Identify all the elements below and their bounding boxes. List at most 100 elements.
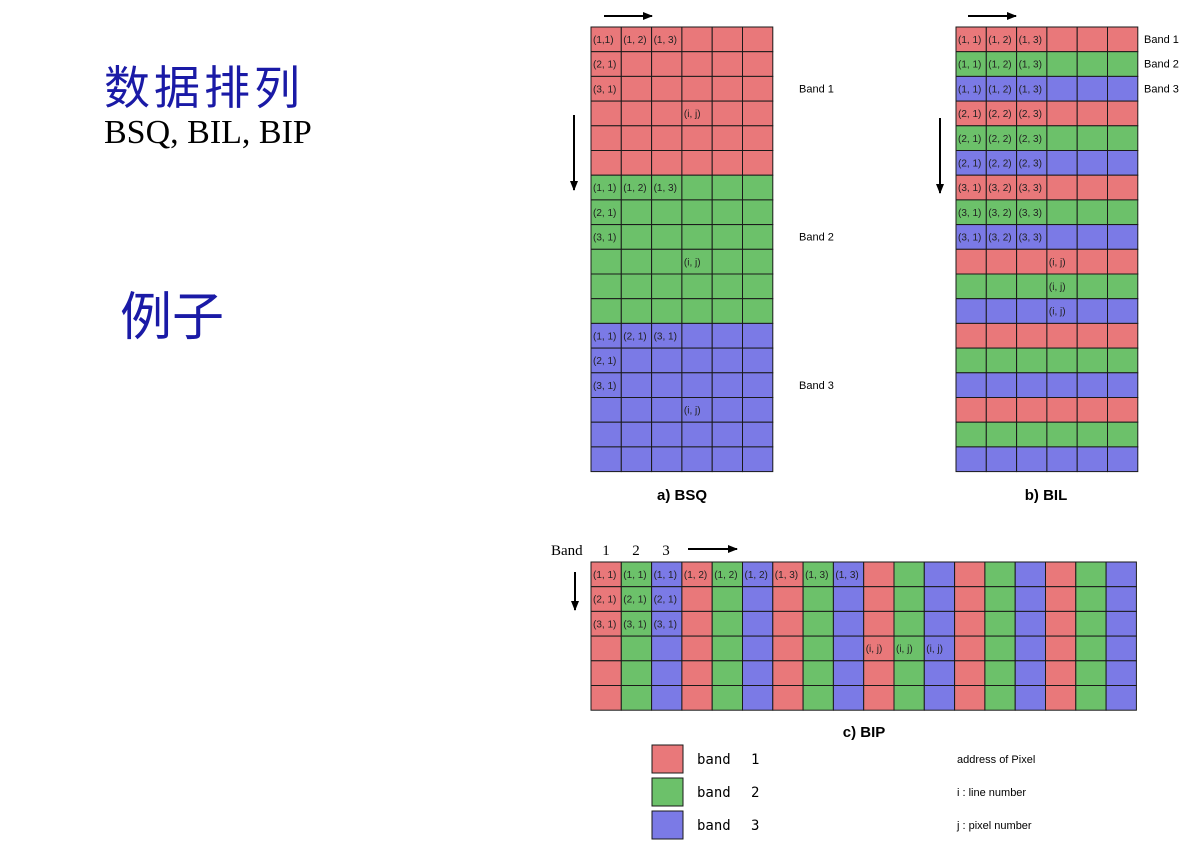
bil-cell bbox=[1076, 26, 1108, 53]
bip-cell bbox=[863, 610, 895, 637]
bip-cell bbox=[772, 660, 804, 686]
bsq-cell bbox=[742, 273, 774, 300]
bsq-pixel-address: (3, 1) bbox=[593, 381, 616, 392]
bil-pixel-address: (2, 2) bbox=[988, 159, 1011, 170]
bil-pixel-address: (3, 3) bbox=[1019, 208, 1042, 219]
bip-pixel-address: (3, 1) bbox=[654, 619, 677, 630]
bil-pixel-address: (2, 2) bbox=[988, 134, 1011, 145]
bil-cell bbox=[1046, 322, 1078, 349]
bsq-cell bbox=[742, 446, 774, 473]
bsq-caption: a) BSQ bbox=[657, 487, 707, 504]
bip-cell bbox=[832, 660, 865, 686]
bil-pixel-address: (1, 1) bbox=[958, 35, 981, 46]
bip-pixel-address: (1, 1) bbox=[654, 570, 677, 581]
bil-cell bbox=[1076, 199, 1108, 226]
bip-cell bbox=[1014, 561, 1047, 588]
bip-cell bbox=[711, 635, 744, 662]
bip-pixel-address: (1, 1) bbox=[593, 570, 616, 581]
bip-cell bbox=[954, 685, 986, 711]
bip-cell bbox=[742, 610, 774, 637]
bil-cell bbox=[1076, 347, 1108, 374]
bil-cell bbox=[1076, 174, 1108, 201]
bip-cell bbox=[802, 561, 834, 588]
bsq-cell bbox=[681, 75, 713, 102]
bsq-cell bbox=[711, 150, 744, 176]
bil-cell bbox=[1107, 100, 1139, 127]
bsq-cell bbox=[651, 421, 683, 448]
bil-cell bbox=[955, 26, 987, 53]
bil-pixel-address: (3, 3) bbox=[1019, 183, 1042, 194]
bil-cell bbox=[1046, 199, 1078, 226]
bsq-cell bbox=[742, 100, 774, 127]
bil-pixel-address: (2, 3) bbox=[1019, 159, 1042, 170]
bip-cell bbox=[923, 660, 956, 686]
bil-cell bbox=[1016, 125, 1048, 152]
bsq-cell bbox=[711, 347, 744, 374]
bsq-cell bbox=[651, 347, 683, 374]
bip-cell bbox=[1045, 610, 1077, 637]
bil-cell bbox=[1107, 372, 1139, 398]
bsq-cell bbox=[590, 150, 622, 176]
bip-cell bbox=[1014, 660, 1047, 686]
bil-cell bbox=[985, 51, 1018, 77]
bil-pixel-address: (i, j) bbox=[1049, 307, 1066, 318]
bil-cell bbox=[1046, 150, 1078, 176]
bsq-cell bbox=[711, 397, 744, 423]
bil-cell bbox=[1046, 51, 1078, 77]
bip-cell bbox=[651, 635, 683, 662]
bip-cell bbox=[893, 635, 925, 662]
bsq-cell bbox=[681, 26, 713, 53]
slide-title: 数据排列 bbox=[104, 61, 304, 115]
bil-cell bbox=[985, 273, 1018, 300]
bsq-cell bbox=[711, 51, 744, 77]
bil-pixel-address: (i, j) bbox=[1049, 257, 1066, 268]
bsq-cell bbox=[590, 446, 622, 473]
bip-cell bbox=[832, 635, 865, 662]
bsq-cell bbox=[742, 51, 774, 77]
bsq-pixel-address: (1, 2) bbox=[623, 35, 646, 46]
bsq-cell bbox=[620, 397, 653, 423]
bip-cell bbox=[984, 586, 1016, 612]
bsq-cell bbox=[711, 421, 744, 448]
bip-pixel-address: (2, 1) bbox=[654, 595, 677, 606]
bsq-cell bbox=[711, 26, 744, 53]
bip-cell bbox=[984, 660, 1016, 686]
bip-cell bbox=[620, 685, 653, 711]
bsq-cell bbox=[620, 125, 653, 152]
bsq-cell bbox=[681, 347, 713, 374]
bip-cell bbox=[954, 586, 986, 612]
bil-pixel-address: (2, 1) bbox=[958, 134, 981, 145]
bil-cell bbox=[1046, 100, 1078, 127]
bsq-cell bbox=[620, 347, 653, 374]
bsq-cell bbox=[742, 372, 774, 398]
bil-cell bbox=[955, 100, 987, 127]
bsq-cell bbox=[651, 248, 683, 275]
bil-caption: b) BIL bbox=[1025, 487, 1068, 504]
bsq-cell bbox=[651, 26, 683, 53]
legend-band-word: band bbox=[697, 752, 731, 768]
bip-cell bbox=[651, 660, 683, 686]
bil-cell bbox=[1046, 347, 1078, 374]
bil-pixel-address: (1, 3) bbox=[1019, 60, 1042, 71]
bip-cell bbox=[681, 561, 713, 588]
bip-cell bbox=[651, 610, 683, 637]
bip-cell bbox=[772, 685, 804, 711]
bip-cell bbox=[590, 586, 622, 612]
bip-cell bbox=[1045, 660, 1077, 686]
bil-cell bbox=[955, 397, 987, 423]
bsq-cell bbox=[590, 125, 622, 152]
bil-cell bbox=[1076, 446, 1108, 473]
bil-pixel-address: (1, 2) bbox=[988, 35, 1011, 46]
bsq-cell bbox=[711, 372, 744, 398]
bil-pixel-address: (1, 3) bbox=[1019, 84, 1042, 95]
bsq-cell bbox=[681, 125, 713, 152]
bip-cell bbox=[802, 586, 834, 612]
bsq-cell bbox=[711, 125, 744, 152]
bil-cell bbox=[985, 322, 1018, 349]
bip-cell bbox=[954, 635, 986, 662]
bip-cell bbox=[863, 586, 895, 612]
bsq-cell bbox=[742, 347, 774, 374]
bsq-cell bbox=[711, 174, 744, 201]
bip-cell bbox=[893, 685, 925, 711]
